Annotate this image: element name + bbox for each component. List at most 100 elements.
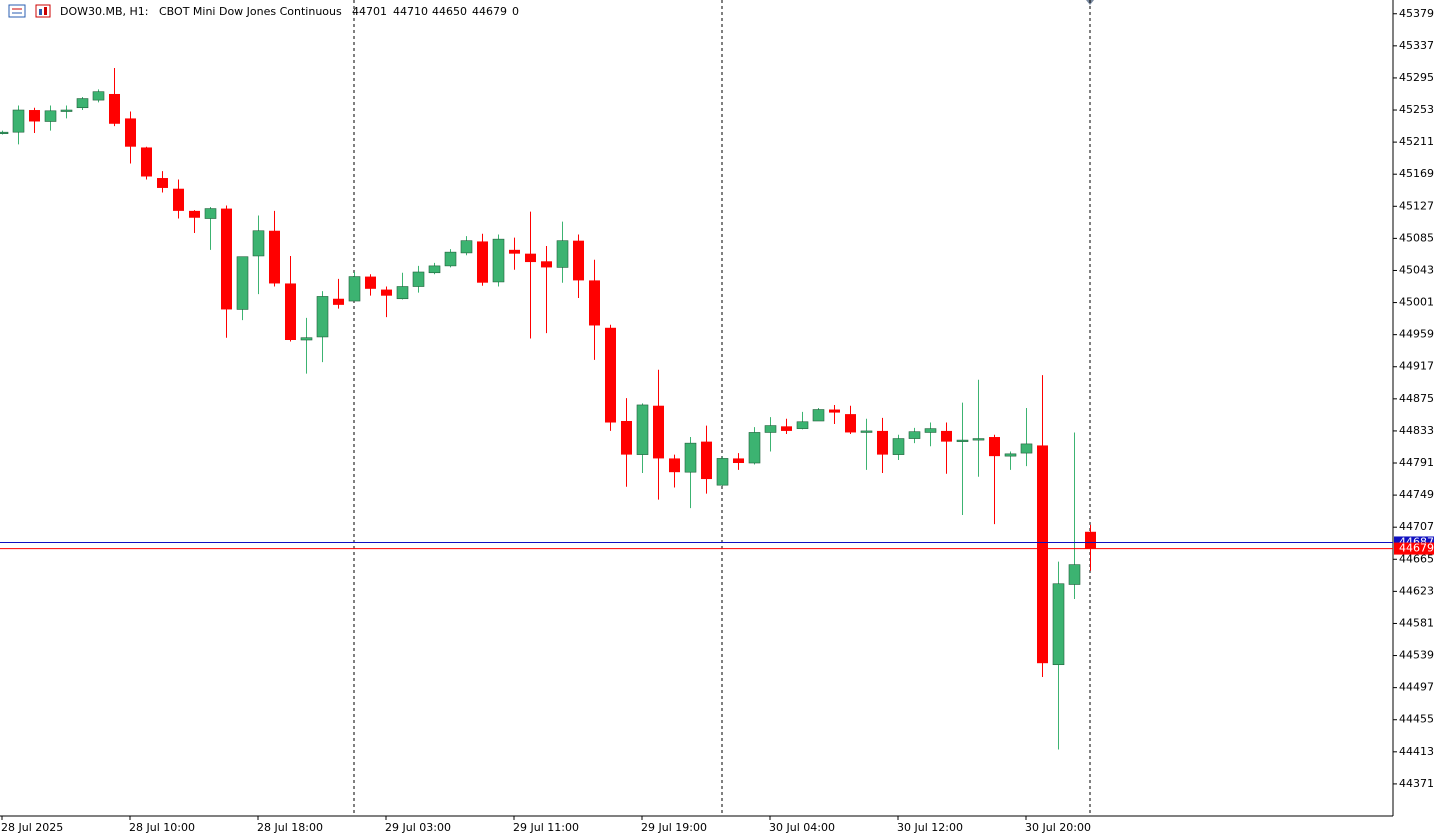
symbol: DOW30.MB, H1: <box>60 5 149 18</box>
candle-body <box>764 425 777 433</box>
candle-body <box>396 286 409 300</box>
candle-body <box>1068 564 1081 585</box>
bid-label-box <box>1394 542 1434 555</box>
y-tick-label: 44371 <box>1399 777 1434 790</box>
candle-body <box>941 430 952 442</box>
candle-body <box>125 118 136 147</box>
x-tick-label: 30 Jul 12:00 <box>897 821 963 834</box>
icon-bar <box>44 7 47 15</box>
y-tick-label: 44749 <box>1399 488 1434 501</box>
candle-body <box>300 337 313 341</box>
y-tick-label: 44413 <box>1399 745 1434 758</box>
candle-body <box>509 249 520 254</box>
y-tick-label: 44581 <box>1399 616 1434 629</box>
candle-body <box>748 432 761 464</box>
y-tick-label: 44707 <box>1399 520 1434 533</box>
candle-body <box>589 280 600 326</box>
y-tick-label: 44455 <box>1399 713 1434 726</box>
y-tick-label: 45253 <box>1399 103 1434 116</box>
y-tick-label: 44833 <box>1399 424 1434 437</box>
candle-body <box>365 276 376 289</box>
candle-body <box>636 404 649 455</box>
icon-bar <box>39 9 42 15</box>
candle-body <box>653 405 664 459</box>
candle-body <box>829 409 840 413</box>
y-tick-label: 45169 <box>1399 167 1434 180</box>
candle-body <box>29 110 40 122</box>
candle-body <box>316 296 329 338</box>
candle-body <box>908 431 921 439</box>
candle-body <box>701 441 712 480</box>
candle-body <box>796 421 809 429</box>
candle-body <box>684 442 697 473</box>
candle-body <box>972 438 985 441</box>
y-tick-label: 44917 <box>1399 360 1434 373</box>
bid-label: 44679 <box>1399 542 1434 555</box>
candle-body <box>412 271 425 287</box>
candle-body <box>924 428 937 433</box>
candle-body <box>109 93 120 124</box>
candle-body <box>333 298 344 305</box>
candle-body <box>845 414 856 433</box>
candle-body <box>428 265 441 274</box>
candle-body <box>141 147 152 177</box>
candle-body <box>525 253 536 263</box>
volume: 0 <box>512 5 519 18</box>
candle-body <box>477 241 488 283</box>
candle-body <box>92 91 105 101</box>
candle-body <box>1004 453 1017 457</box>
y-tick-label: 45127 <box>1399 199 1434 212</box>
x-tick-label: 28 Jul 2025 <box>1 821 63 834</box>
x-tick-label: 28 Jul 18:00 <box>257 821 323 834</box>
icon-list <box>8 4 26 18</box>
candle-body <box>892 438 905 455</box>
candle-body <box>860 430 873 433</box>
y-tick-label: 45295 <box>1399 71 1434 84</box>
candle-body <box>1020 443 1033 454</box>
x-tick-label: 29 Jul 03:00 <box>385 821 451 834</box>
candle-body <box>573 240 584 281</box>
candle-body <box>173 188 184 211</box>
y-tick-label: 45337 <box>1399 39 1434 52</box>
candle-body <box>1037 445 1048 664</box>
candle-body <box>348 276 361 302</box>
candle-body <box>541 261 552 268</box>
y-tick-label: 45211 <box>1399 135 1434 148</box>
y-tick-label: 45085 <box>1399 231 1434 244</box>
candle-body <box>669 458 680 473</box>
y-tick-label: 45043 <box>1399 263 1434 276</box>
candle-body <box>605 327 616 423</box>
candle-body <box>269 230 280 284</box>
last-open: 44701 <box>352 5 387 18</box>
x-tick-label: 30 Jul 04:00 <box>769 821 835 834</box>
candle-body <box>157 178 168 188</box>
x-tick-label: 28 Jul 10:00 <box>129 821 195 834</box>
icon-chart <box>35 4 51 18</box>
y-tick-label: 44623 <box>1399 584 1434 597</box>
y-tick-label: 44791 <box>1399 456 1434 469</box>
candle-body <box>716 458 729 486</box>
candle-body <box>781 426 792 431</box>
header-icons <box>8 4 51 18</box>
candle-body <box>956 439 969 442</box>
y-tick-label: 44875 <box>1399 392 1434 405</box>
candle-body <box>252 230 265 257</box>
candle-body <box>812 409 825 422</box>
last-high: 44710 <box>393 5 428 18</box>
y-tick-label: 45001 <box>1399 296 1434 309</box>
candle-body <box>44 110 57 122</box>
x-tick-label: 29 Jul 11:00 <box>513 821 579 834</box>
candle-body <box>285 283 296 340</box>
candle-body <box>621 420 632 455</box>
candle-body <box>76 98 89 109</box>
description: CBOT Mini Dow Jones Continuous <box>159 5 342 18</box>
candle-body <box>60 109 73 112</box>
y-tick-label: 44959 <box>1399 328 1434 341</box>
y-tick-label: 44665 <box>1399 552 1434 565</box>
candle-body <box>221 208 232 310</box>
candle-body <box>0 131 9 134</box>
candle-body <box>877 430 888 455</box>
candle-body <box>989 437 1000 457</box>
